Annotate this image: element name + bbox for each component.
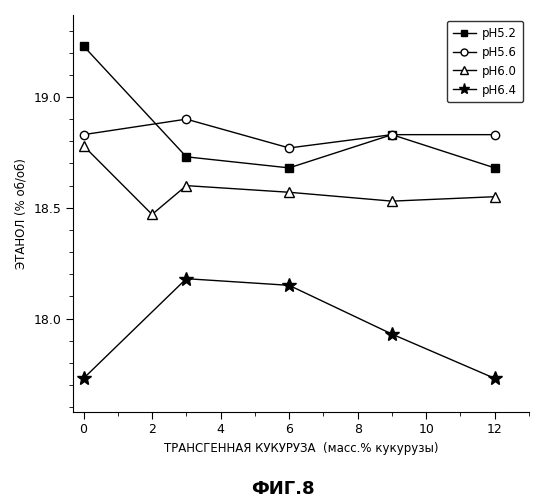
Legend: pH5.2, pH5.6, pH6.0, pH6.4: pH5.2, pH5.6, pH6.0, pH6.4 — [447, 21, 523, 102]
Y-axis label: ЭТАНОЛ (% об/об): ЭТАНОЛ (% об/об) — [15, 158, 28, 269]
Text: ФИГ.8: ФИГ.8 — [251, 480, 314, 498]
X-axis label: ТРАНСГЕННАЯ КУКУРУЗА  (масс.% кукурузы): ТРАНСГЕННАЯ КУКУРУЗА (масс.% кукурузы) — [164, 442, 438, 455]
